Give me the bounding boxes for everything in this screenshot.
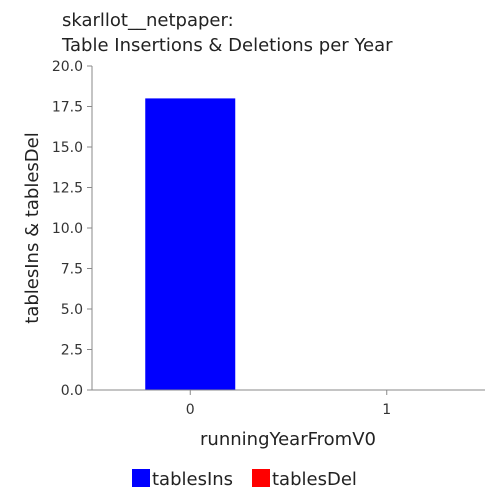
y-tick-label: 2.5 (61, 343, 83, 359)
x-axis-title: runningYearFromV0 (200, 429, 376, 450)
y-tick-label: 5.0 (61, 302, 83, 318)
y-tick-label: 7.5 (61, 262, 83, 278)
legend-label-tablesIns: tablesIns (152, 469, 233, 490)
bars-layer (145, 98, 236, 391)
y-tick-label: 15.0 (52, 140, 83, 156)
y-tick-label: 20.0 (52, 59, 83, 75)
legend-swatch-tablesDel (252, 469, 270, 487)
chart-title-line-1: skarllot__netpaper: (62, 10, 234, 31)
bar-tablesIns-0 (145, 98, 236, 391)
chart-title-line-2: Table Insertions & Deletions per Year (61, 35, 393, 56)
y-tick-label: 17.5 (52, 100, 83, 116)
axes-layer: 0.0 2.5 5.0 7.5 10.0 12.5 15.0 17.5 20.0 0 1 (52, 59, 485, 418)
legend-label-tablesDel: tablesDel (272, 469, 357, 490)
x-tick-label: 1 (382, 402, 391, 418)
y-tick-label: 10.0 (52, 221, 83, 237)
legend-swatch-tablesIns (132, 469, 150, 487)
legend: tablesIns tablesDel (132, 469, 357, 490)
y-tick-label: 12.5 (52, 181, 83, 197)
y-tick-label: 0.0 (61, 383, 83, 399)
y-axis-title: tablesIns & tablesDel (22, 132, 43, 323)
x-tick-label: 0 (186, 402, 195, 418)
